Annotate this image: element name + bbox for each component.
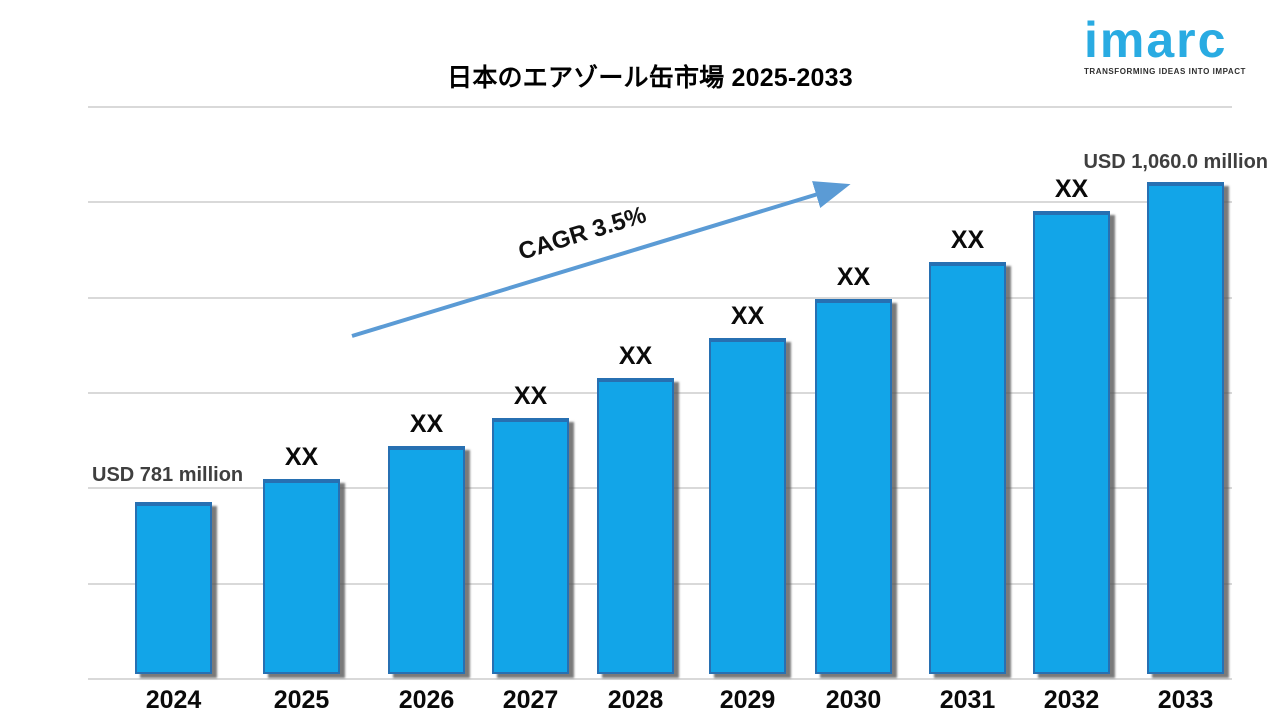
last-bar-value-annotation: USD 1,060.0 million xyxy=(1083,151,1268,173)
bar-2029 xyxy=(709,338,786,674)
x-axis-label-2025: 2025 xyxy=(273,686,330,714)
x-axis-label-2032: 2032 xyxy=(1043,686,1100,714)
imarc-logo-wordmark: imarc xyxy=(1084,12,1228,68)
bar-2032 xyxy=(1033,211,1110,674)
bar-2024 xyxy=(135,502,212,674)
bar-2027 xyxy=(492,418,569,674)
x-axis-label-2033: 2033 xyxy=(1157,686,1214,714)
x-axis-label-2030: 2030 xyxy=(825,686,882,714)
x-axis-label-2028: 2028 xyxy=(607,686,664,714)
bar-value-label-2028: XX xyxy=(618,342,653,370)
bar-2025 xyxy=(263,479,340,674)
x-axis-label-2029: 2029 xyxy=(719,686,776,714)
bar-value-label-2031: XX xyxy=(950,226,985,254)
first-bar-value-annotation: USD 781 million xyxy=(92,464,244,486)
bar-value-label-2027: XX xyxy=(513,382,548,410)
bar-value-label-2029: XX xyxy=(730,302,765,330)
bar-2028 xyxy=(597,378,674,674)
gridline xyxy=(88,678,1232,680)
x-axis-label-2031: 2031 xyxy=(939,686,996,714)
x-axis-label-2027: 2027 xyxy=(502,686,559,714)
x-axis-label-2024: 2024 xyxy=(145,686,202,714)
bar-value-label-2030: XX xyxy=(836,263,871,291)
imarc-logo-tagline: TRANSFORMING IDEAS INTO IMPACT xyxy=(1084,67,1246,76)
page-title: 日本のエアゾール缶市場 2025-2033 xyxy=(447,64,853,92)
bar-2026 xyxy=(388,446,465,674)
bar-2030 xyxy=(815,299,892,674)
bar-value-label-2026: XX xyxy=(409,410,444,438)
bar-value-label-2032: XX xyxy=(1054,175,1089,203)
gridline xyxy=(88,201,1232,203)
bar-value-label-2025: XX xyxy=(284,443,319,471)
gridline xyxy=(88,106,1232,108)
bar-2033 xyxy=(1147,182,1224,674)
plot-area: 2024 XX 2025 XX 2026 XX 2027 XX 2028 XX 2029 XX 2030… xyxy=(88,106,1232,714)
cagr-trend-arrow-icon xyxy=(351,181,851,338)
imarc-logo: imarc TRANSFORMING IDEAS INTO IMPACT xyxy=(1084,14,1262,76)
bar-2031 xyxy=(929,262,1006,674)
gridline xyxy=(88,297,1232,299)
x-axis-label-2026: 2026 xyxy=(398,686,455,714)
